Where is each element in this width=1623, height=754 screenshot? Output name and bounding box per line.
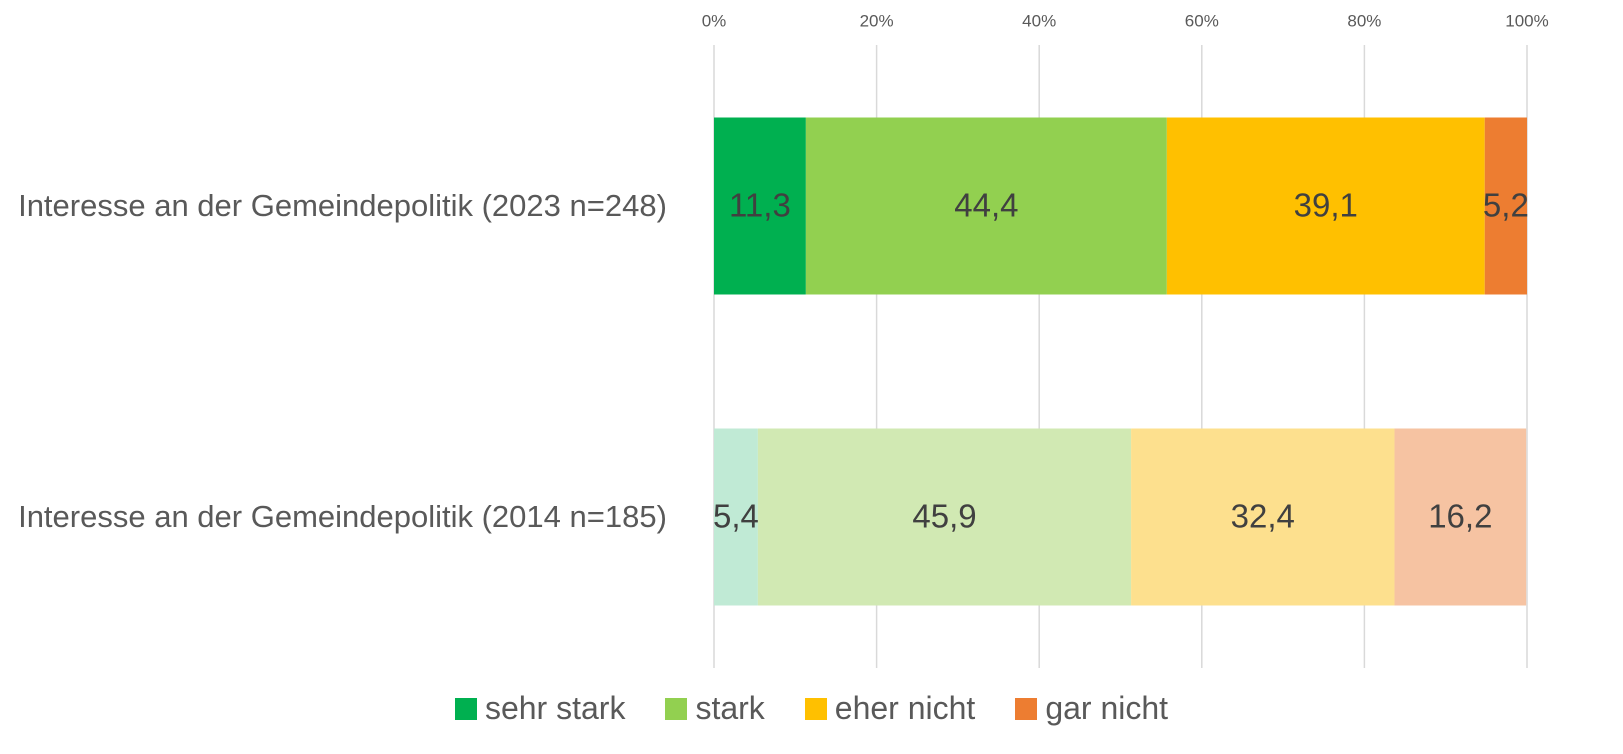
x-tick-label: 40% [1022,11,1056,30]
data-label: 5,4 [713,498,759,535]
bar-segment [805,117,1167,295]
data-label: 45,9 [912,498,976,535]
legend-item: gar nicht [1015,690,1168,727]
legend-label: gar nicht [1045,690,1169,726]
legend-swatch [665,697,688,720]
data-label: 39,1 [1294,187,1358,224]
category-label: Interesse an der Gemeindepolitik (2023 n… [18,188,667,223]
bar-segment [1131,428,1395,606]
data-label: 44,4 [954,187,1018,224]
bar-segment [714,117,806,295]
legend-swatch [454,697,477,720]
x-tick-label: 0% [702,11,727,30]
category-label: Interesse an der Gemeindepolitik (2014 n… [18,499,667,534]
legend-item: stark [665,690,765,727]
legend-swatch [1015,697,1038,720]
bar-segment [714,428,758,606]
bar-segment [1166,117,1485,295]
legend-label: sehr stark [484,690,626,726]
data-label: 5,2 [1483,187,1529,224]
legend-swatch [804,697,827,720]
legend-item: sehr stark [454,690,626,727]
x-tick-label: 100% [1505,11,1548,30]
data-label: 32,4 [1231,498,1295,535]
x-tick-label: 20% [860,11,894,30]
x-tick-label: 60% [1185,11,1219,30]
legend-label: eher nicht [834,690,976,726]
data-label: 11,3 [729,187,791,224]
bar-segment [1484,117,1527,295]
x-tick-label: 80% [1347,11,1381,30]
legend-label: stark [695,690,765,726]
legend-item: eher nicht [804,690,976,727]
bar-segment [757,428,1132,606]
bar-segment [1394,428,1527,606]
data-label: 16,2 [1428,498,1492,535]
legend: sehr stark stark eher nicht gar nicht [0,690,1623,727]
